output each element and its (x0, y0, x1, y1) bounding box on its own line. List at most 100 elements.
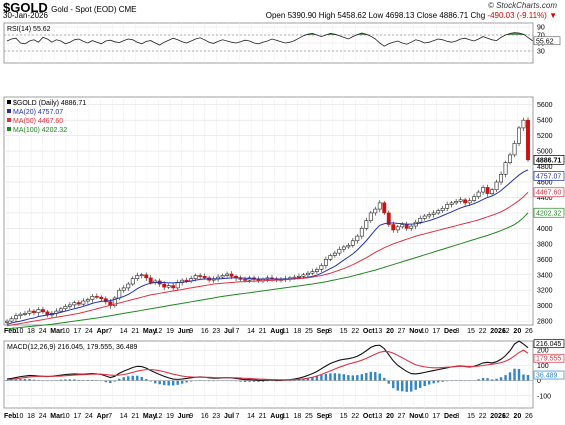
price-candle (117, 289, 122, 299)
price-candle (494, 181, 499, 191)
x-tick-label: 17 (432, 328, 440, 335)
price-candle (85, 299, 90, 302)
price-candle (485, 187, 490, 194)
price-candle (5, 320, 9, 323)
macd-y-tick-label: 0 (537, 378, 541, 385)
price-candle (14, 315, 18, 320)
x-tick-label: 18 (293, 413, 301, 420)
price-candle (440, 207, 445, 211)
price-candle (76, 302, 81, 305)
x-tick-label: 24 (85, 413, 93, 420)
price-y-tick-label: 3000 (537, 303, 553, 310)
macd-histogram-bar (73, 379, 76, 381)
x-tick-label: 16 (201, 413, 209, 420)
price-legend-item: MA(100) 4202.32 (13, 127, 67, 134)
macd-value-tag (533, 339, 565, 349)
chart-date: 30-Jan-2026 (3, 11, 48, 20)
price-candle (63, 306, 68, 310)
price-tag (533, 207, 565, 218)
price-candle (368, 212, 373, 221)
x-tick-label: 19 (166, 413, 174, 420)
x-tick-label: Sep (317, 328, 330, 335)
price-candle (377, 202, 382, 210)
price-candle (355, 235, 360, 242)
macd-y-tick-label: -100 (537, 393, 551, 400)
price-candle (220, 275, 225, 278)
macd-histogram-bar (185, 380, 188, 383)
price-candle (382, 202, 387, 214)
x-tick-label: 20 (386, 328, 394, 335)
macd-histogram-bar (517, 369, 521, 381)
x-tick-label: 22 (479, 413, 487, 420)
x-tick-label: 24 (39, 413, 47, 420)
x-tick-label: Nov (409, 413, 422, 420)
price-candle (162, 283, 167, 288)
x-tick-label: 18 (27, 328, 35, 335)
x-tick-label: 8 (456, 413, 460, 420)
x-tick-label: 20 (386, 413, 394, 420)
x-tick-label: 20 (513, 413, 521, 420)
x-tick-label: 18 (293, 328, 301, 335)
macd-histogram-bar (68, 379, 72, 381)
legend-swatch (7, 109, 11, 113)
price-candle (314, 269, 319, 272)
x-tick-label: 27 (398, 413, 406, 420)
price-candle (27, 310, 32, 314)
price-candle (350, 240, 355, 246)
price-legend-item: MA(50) 4467.60 (13, 118, 63, 125)
macd-histogram-bar (486, 378, 489, 381)
price-candle (391, 224, 396, 231)
x-tick-label: Sep (317, 413, 330, 420)
x-tick-label: 21 (131, 328, 139, 335)
macd-histogram-bar (378, 373, 381, 381)
macd-histogram-bar (212, 380, 215, 382)
x-tick-label: 7 (236, 328, 240, 335)
x-tick-label: Jun (178, 413, 190, 420)
price-candle (18, 313, 23, 317)
price-candle (499, 173, 503, 183)
legend-swatch (7, 118, 11, 122)
price-tag (533, 187, 565, 198)
macd-histogram-bar (495, 378, 498, 381)
macd-histogram-bar (118, 378, 121, 381)
macd-histogram-bar (302, 378, 305, 381)
symbol-title: $GOLD Gold - Spot (EOD) CME (3, 0, 137, 15)
x-tick-label: 19 (166, 328, 174, 335)
price-candle (332, 252, 337, 256)
price-candle (292, 276, 297, 279)
macd-histogram-bar (261, 380, 265, 382)
x-tick-label: May (143, 328, 157, 335)
price-candle (103, 298, 108, 303)
macd-histogram-bar (333, 373, 337, 381)
macd-histogram-bar (127, 376, 130, 381)
price-candle (301, 274, 306, 277)
x-tick-label: 15 (340, 413, 348, 420)
macd-histogram-bar (154, 380, 157, 384)
x-tick-label: Jul (224, 413, 234, 420)
x-tick-label: 23 (212, 328, 220, 335)
macd-histogram-bar (293, 379, 296, 381)
price-candle (112, 297, 117, 306)
x-tick-label: 10 (16, 328, 24, 335)
x-tick-label: 14 (120, 413, 128, 420)
close-value: 4886.71 (439, 11, 469, 20)
price-y-tick-label: 5200 (537, 133, 553, 140)
macd-histogram-bar (239, 380, 242, 382)
x-tick-label: Dec (444, 328, 457, 335)
ma100-line (6, 212, 529, 330)
x-tick-label: 17 (73, 413, 81, 420)
price-candle (184, 279, 189, 282)
price-y-tick-label: 2800 (537, 319, 553, 326)
x-tick-label: 14 (247, 328, 255, 335)
price-candle (81, 300, 86, 305)
macd-value-tag (533, 353, 565, 363)
price-y-tick-label: 5400 (537, 118, 553, 125)
x-tick-label: 24 (39, 328, 47, 335)
ma50-line (6, 191, 529, 327)
x-tick-label: 7 (108, 413, 112, 420)
price-candle (472, 196, 477, 201)
price-tag-label: 4757.07 (536, 173, 561, 180)
price-candle (198, 275, 203, 277)
price-candle (476, 191, 481, 198)
x-tick-label: 12 (502, 328, 510, 335)
